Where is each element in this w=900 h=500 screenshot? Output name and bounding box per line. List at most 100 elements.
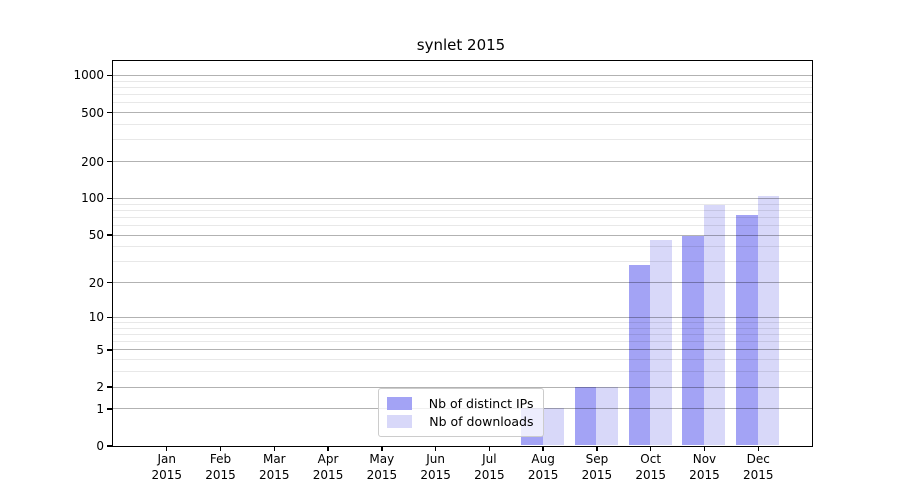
y-gridline-minor-80 (112, 209, 812, 211)
x-tick-month: Jan (157, 452, 177, 466)
bar-nb-of-distinct-ips-dec (736, 215, 758, 446)
bar-nb-of-distinct-ips-oct (628, 264, 651, 446)
legend-label-distinct-ips: Nb of distinct IPs (428, 395, 534, 411)
y-gridline-minor-300 (112, 139, 812, 141)
x-tick-label-may: May 2015 (367, 452, 398, 483)
y-gridline-minor-9 (112, 321, 812, 323)
y-tick-label-5: 5 (96, 342, 104, 357)
y-gridline-minor-800 (112, 86, 812, 88)
y-gridline-major-50 (112, 234, 812, 236)
x-tick-month: Nov (692, 452, 717, 466)
x-tick-year: 2015 (205, 467, 236, 482)
legend-swatch-downloads (386, 415, 412, 428)
y-gridline-major-500 (112, 112, 812, 114)
x-tick-month: Apr (317, 452, 339, 466)
x-tick-month: Jun (426, 452, 445, 466)
x-tick-label-jun: Jun 2015 (420, 452, 451, 483)
y-tick-mark-5 (106, 349, 112, 351)
x-tick-year: 2015 (420, 467, 451, 482)
y-gridline-minor-8 (112, 327, 812, 329)
legend-item-downloads: Nb of downloads (386, 413, 534, 430)
x-tick-mark-dec (757, 446, 759, 451)
x-tick-month: Mar (262, 452, 286, 466)
x-tick-month: Aug (531, 452, 555, 466)
y-tick-label-20: 20 (88, 275, 104, 290)
x-tick-mark-jan (166, 446, 168, 451)
x-tick-label-nov: Nov 2015 (689, 452, 720, 483)
x-tick-label-sep: Sep 2015 (582, 452, 613, 483)
chart-title: synlet 2015 (416, 36, 506, 54)
x-tick-label-apr: Apr 2015 (313, 452, 344, 483)
y-gridline-minor-7 (112, 333, 812, 335)
y-tick-mark-200 (106, 160, 112, 163)
y-gridline-major-5 (112, 349, 812, 351)
y-gridline-minor-400 (112, 123, 812, 125)
legend-label-downloads: Nb of downloads (429, 413, 534, 429)
y-tick-label-500: 500 (81, 105, 104, 120)
y-tick-mark-100 (106, 197, 112, 200)
bar-nb-of-downloads-sep (596, 386, 618, 446)
x-tick-mark-oct (649, 446, 652, 451)
y-gridline-major-200 (112, 161, 812, 162)
x-tick-month: Sep (585, 452, 609, 466)
y-tick-label-200: 200 (81, 154, 104, 169)
y-tick-mark-1 (106, 408, 112, 410)
x-tick-month: Dec (746, 452, 770, 466)
y-gridline-minor-30 (112, 261, 812, 263)
x-tick-year: 2015 (312, 467, 344, 482)
y-tick-mark-2 (106, 386, 112, 388)
x-tick-month: Jul (482, 452, 497, 466)
bar-nb-of-downloads-oct (650, 240, 672, 446)
y-gridline-major-100 (112, 197, 812, 199)
y-tick-mark-1000 (106, 74, 112, 77)
x-tick-mark-mar (273, 446, 275, 451)
x-tick-label-jan: Jan 2015 (151, 452, 182, 483)
legend-swatch-distinct-ips (386, 397, 412, 410)
grid-layer (112, 61, 812, 446)
y-gridline-minor-60 (112, 224, 812, 226)
x-tick-mark-jun (434, 446, 437, 451)
x-tick-mark-apr (327, 446, 329, 451)
x-tick-year: 2015 (151, 467, 183, 482)
y-gridline-major-1000 (112, 74, 812, 76)
x-tick-mark-feb (219, 446, 222, 451)
y-tick-mark-20 (106, 281, 112, 284)
y-gridline-minor-6 (112, 341, 812, 343)
y-tick-mark-50 (106, 234, 112, 236)
x-tick-year: 2015 (742, 467, 774, 482)
bar-nb-of-downloads-aug (542, 408, 565, 446)
x-tick-label-feb: Feb 2015 (205, 452, 236, 483)
bar-nb-of-distinct-ips-sep (574, 386, 597, 446)
x-tick-year: 2015 (366, 467, 398, 482)
x-tick-year: 2015 (581, 467, 613, 482)
bar-nb-of-distinct-ips-nov (682, 235, 704, 446)
y-tick-mark-10 (106, 316, 112, 319)
legend-item-distinct-ips: Nb of distinct IPs (386, 395, 534, 412)
x-tick-mark-aug (542, 446, 544, 451)
y-tick-label-50: 50 (88, 228, 104, 243)
x-tick-year: 2015 (474, 467, 505, 482)
x-tick-year: 2015 (259, 467, 290, 482)
x-tick-label-mar: Mar 2015 (259, 452, 290, 483)
y-tick-label-2: 2 (96, 380, 104, 395)
y-tick-label-10: 10 (88, 310, 104, 325)
x-tick-mark-may (381, 446, 383, 451)
x-tick-mark-jul (488, 446, 491, 451)
x-tick-year: 2015 (689, 467, 720, 482)
x-tick-label-jul: Jul 2015 (474, 452, 505, 483)
x-tick-mark-nov (703, 446, 706, 451)
y-gridline-minor-70 (112, 216, 812, 218)
y-gridline-minor-4 (112, 359, 812, 361)
plot-area (111, 59, 813, 447)
y-gridline-minor-900 (112, 80, 812, 82)
x-tick-year: 2015 (635, 467, 666, 482)
y-gridline-major-10 (112, 316, 812, 318)
x-tick-year: 2015 (527, 467, 559, 482)
x-tick-label-dec: Dec 2015 (743, 452, 774, 483)
bar-nb-of-downloads-dec (757, 196, 780, 446)
y-tick-mark-500 (106, 111, 112, 114)
y-gridline-minor-600 (112, 102, 812, 104)
x-tick-month: May (369, 452, 395, 466)
y-gridline-major-2 (112, 386, 812, 388)
